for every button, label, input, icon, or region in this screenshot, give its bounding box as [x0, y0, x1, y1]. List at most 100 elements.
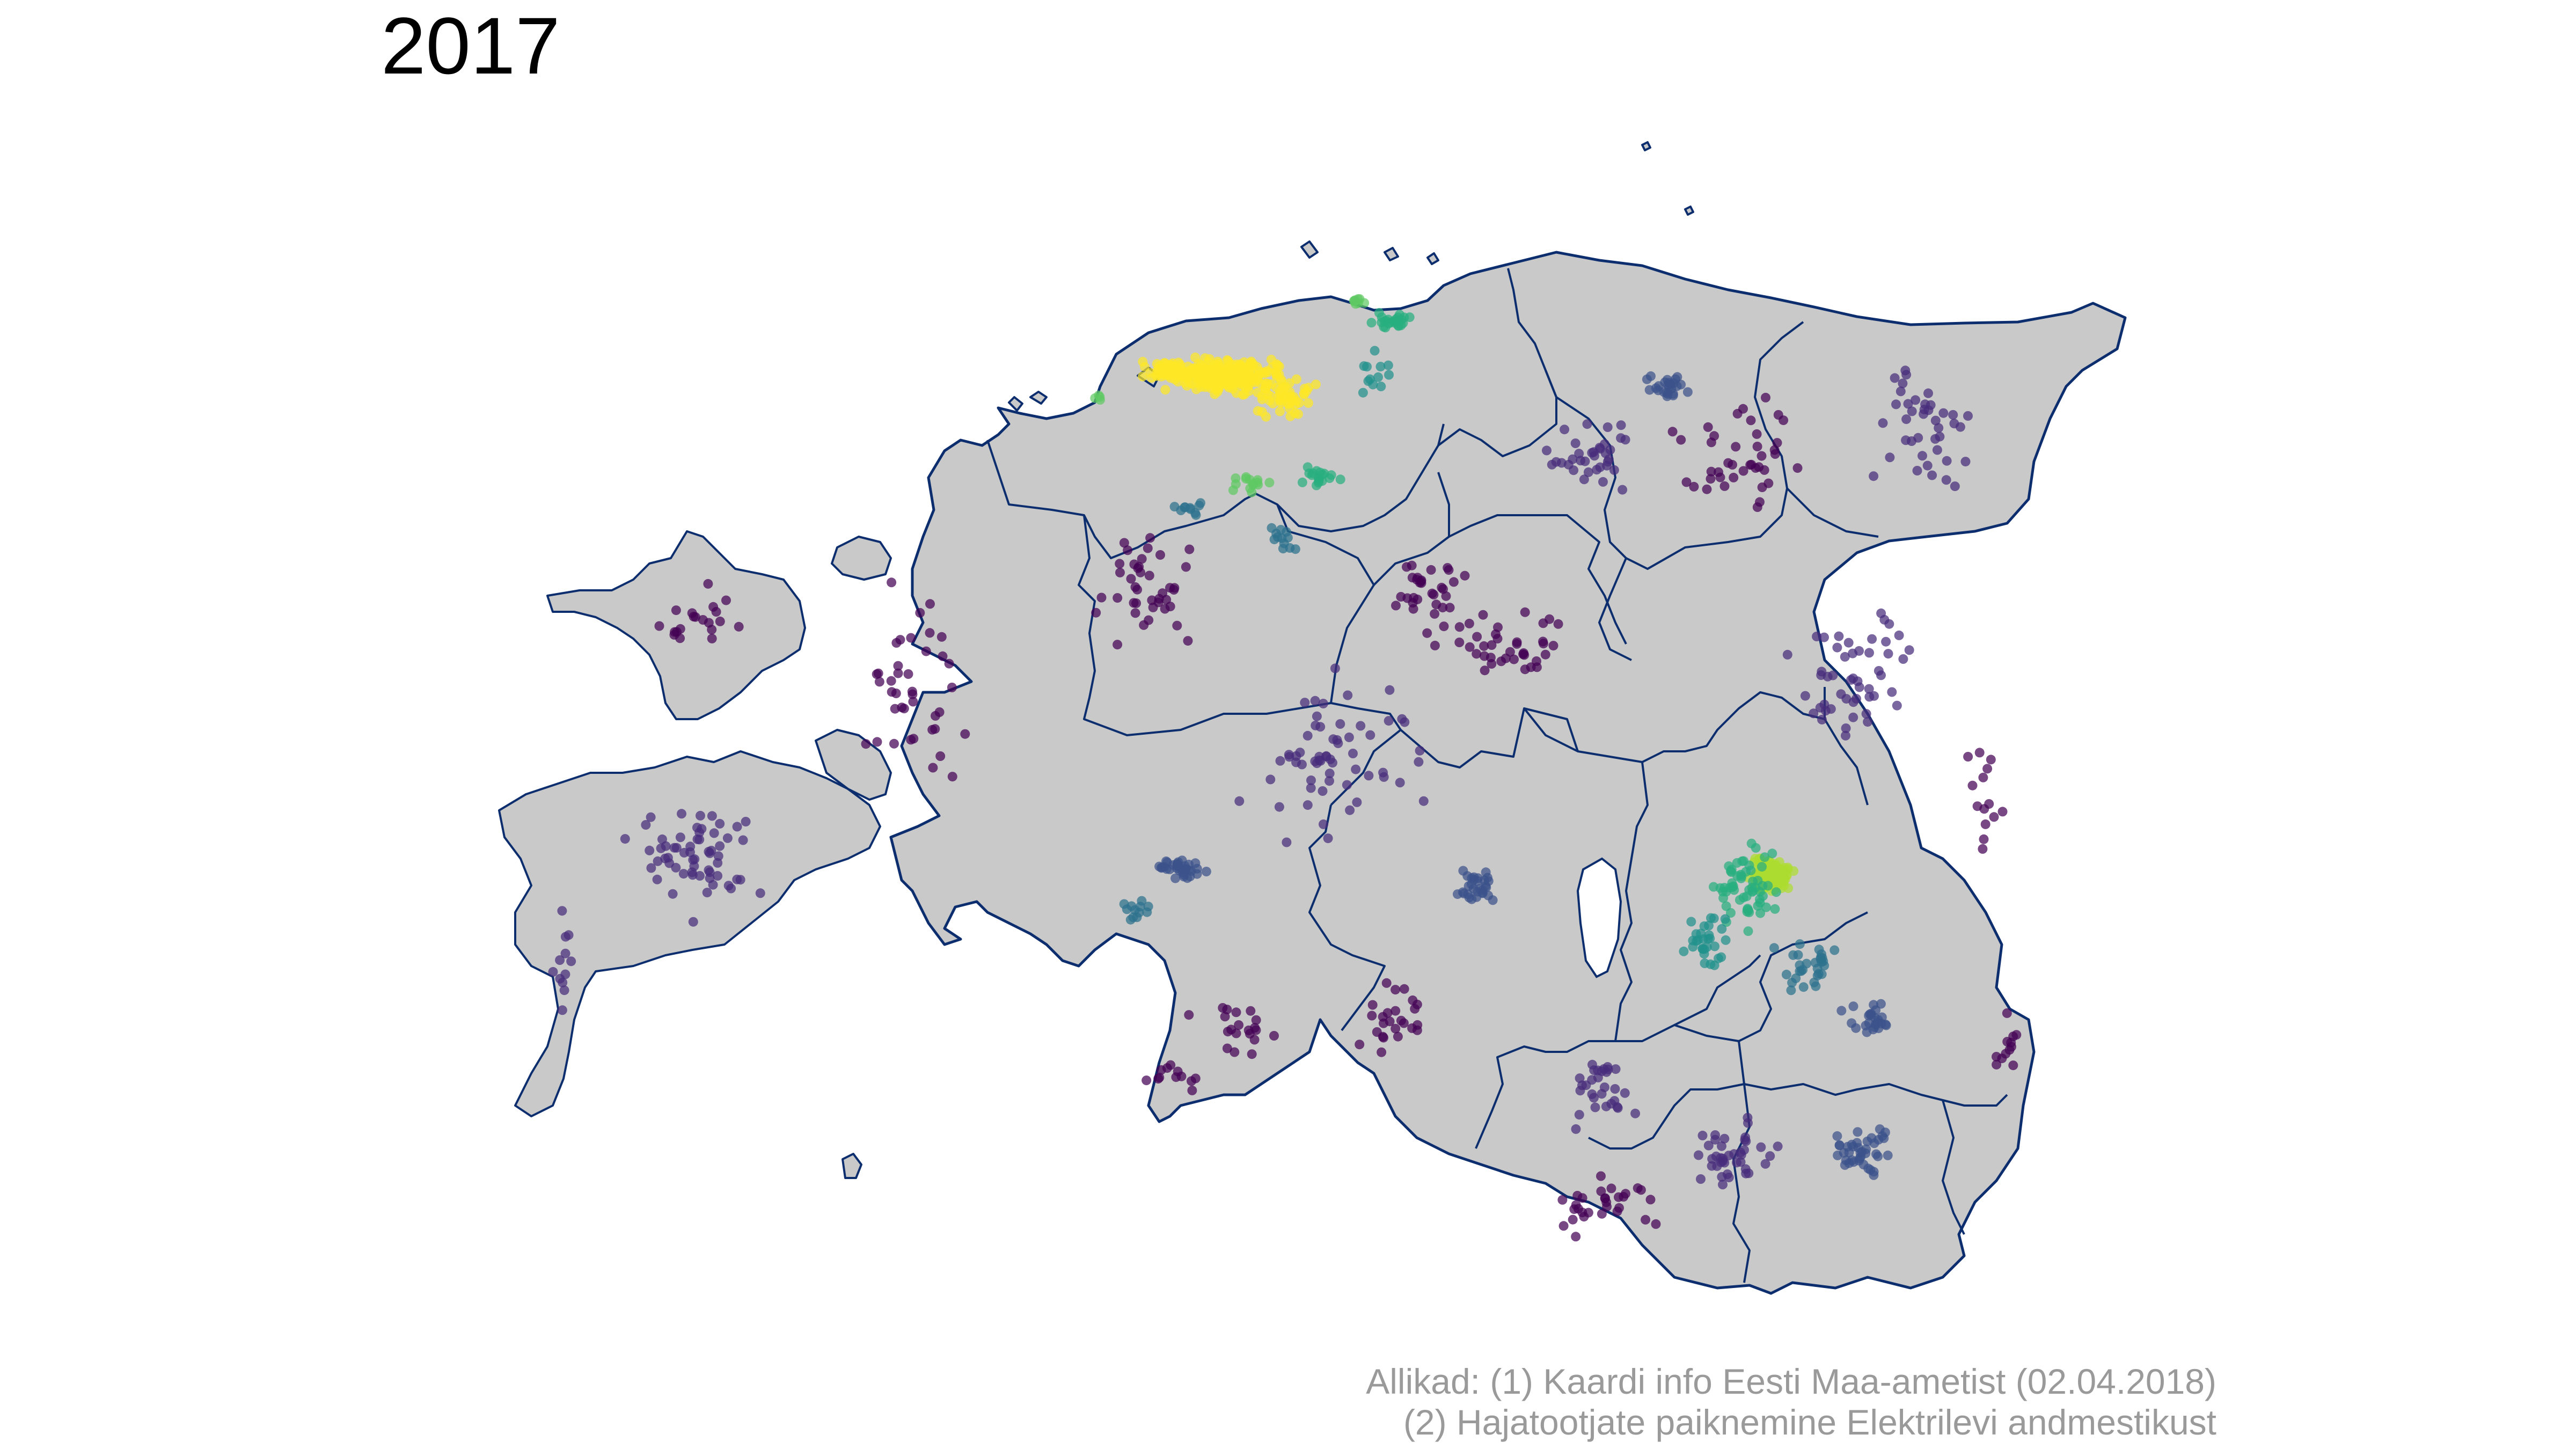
producer-point — [1231, 1007, 1241, 1018]
producer-point — [703, 579, 713, 589]
producer-point — [1955, 422, 1965, 432]
producer-point — [1646, 371, 1656, 381]
producer-point — [1972, 801, 1982, 811]
producer-point — [1342, 780, 1352, 790]
producer-point — [1391, 985, 1401, 995]
producer-point — [1180, 502, 1190, 512]
producer-point — [1413, 1020, 1423, 1030]
producer-point — [1265, 774, 1276, 785]
producer-point — [1323, 833, 1333, 844]
producer-point — [1302, 730, 1313, 741]
producer-point — [1932, 445, 1942, 455]
producer-point — [1739, 856, 1748, 866]
producer-point — [1706, 959, 1716, 969]
producer-point — [1509, 654, 1519, 664]
producer-point — [928, 763, 938, 773]
producer-point — [1152, 358, 1162, 369]
producer-point — [1267, 523, 1277, 533]
producer-point — [1761, 902, 1771, 912]
producer-point — [1668, 389, 1678, 399]
producer-point — [1395, 778, 1405, 788]
producer-point — [1243, 371, 1253, 381]
producer-point — [1606, 1183, 1616, 1194]
producer-point — [555, 955, 565, 965]
producer-point — [1761, 392, 1770, 402]
producer-point — [1480, 665, 1490, 676]
producer-point — [1538, 636, 1548, 647]
producer-point — [661, 841, 671, 851]
producer-point — [1823, 671, 1833, 682]
producer-point — [1439, 621, 1449, 632]
producer-point — [705, 873, 715, 883]
producer-point — [1703, 1140, 1714, 1151]
producer-point — [1351, 764, 1361, 774]
producer-point — [1460, 570, 1470, 581]
producer-point — [1126, 574, 1136, 584]
producer-point — [1493, 622, 1503, 632]
producer-point — [1787, 978, 1797, 987]
producer-point — [1707, 1154, 1717, 1164]
producer-point — [1482, 873, 1492, 883]
producer-point — [1274, 369, 1284, 379]
producer-point — [1302, 800, 1313, 810]
producer-point — [1878, 418, 1888, 428]
producer-point — [1819, 632, 1829, 642]
producer-point — [713, 871, 723, 881]
producer-point — [1478, 610, 1488, 620]
producer-point — [1862, 1136, 1872, 1146]
producer-point — [1873, 1151, 1883, 1161]
producer-point — [1679, 946, 1689, 956]
producer-point — [1430, 609, 1440, 619]
producer-point — [1137, 554, 1147, 564]
producer-point — [755, 888, 765, 898]
producer-point — [1443, 563, 1453, 573]
producer-point — [1139, 620, 1149, 630]
producer-point — [697, 824, 707, 834]
producer-point — [906, 735, 916, 745]
producer-point — [1760, 1159, 1770, 1169]
producer-point — [1795, 939, 1805, 949]
producer-point — [889, 738, 899, 749]
producer-point — [1686, 917, 1696, 927]
producer-point — [1303, 398, 1313, 408]
producer-point — [1598, 477, 1608, 487]
producer-point — [1190, 508, 1201, 518]
producer-point — [1367, 1011, 1377, 1021]
producer-point — [1558, 1221, 1569, 1231]
producer-point — [1492, 634, 1503, 644]
producer-point — [715, 616, 725, 626]
producer-point — [1253, 406, 1263, 416]
producer-point — [566, 956, 576, 967]
producer-point — [1204, 354, 1214, 364]
producer-point — [1616, 420, 1626, 430]
producer-point — [1746, 866, 1756, 875]
producer-point — [1362, 362, 1372, 372]
producer-point — [1746, 415, 1756, 426]
producer-point — [947, 683, 957, 692]
producer-point — [1532, 656, 1541, 666]
producer-point — [1721, 901, 1731, 911]
producer-point — [1430, 640, 1440, 650]
producer-point — [695, 871, 705, 881]
producer-point — [1982, 764, 1993, 774]
producer-point — [1600, 1194, 1610, 1203]
producer-point — [1582, 419, 1592, 429]
producer-point — [1903, 399, 1913, 409]
producer-point — [1736, 1157, 1746, 1167]
county-borders — [986, 268, 2008, 1283]
producer-point — [1247, 487, 1257, 497]
producer-point — [1481, 882, 1491, 892]
producer-point — [1264, 478, 1275, 488]
producer-point — [1841, 694, 1851, 704]
producer-point — [1324, 473, 1335, 483]
producer-point — [1861, 709, 1871, 719]
producer-point — [1919, 409, 1929, 419]
producer-point — [2007, 1042, 2016, 1052]
producer-point — [1520, 664, 1530, 675]
producer-point — [1372, 1027, 1382, 1037]
producer-point — [1407, 560, 1417, 570]
producer-point — [1375, 362, 1386, 372]
producer-point — [1319, 819, 1328, 829]
producer-point — [861, 739, 871, 749]
producer-point — [1472, 632, 1482, 642]
